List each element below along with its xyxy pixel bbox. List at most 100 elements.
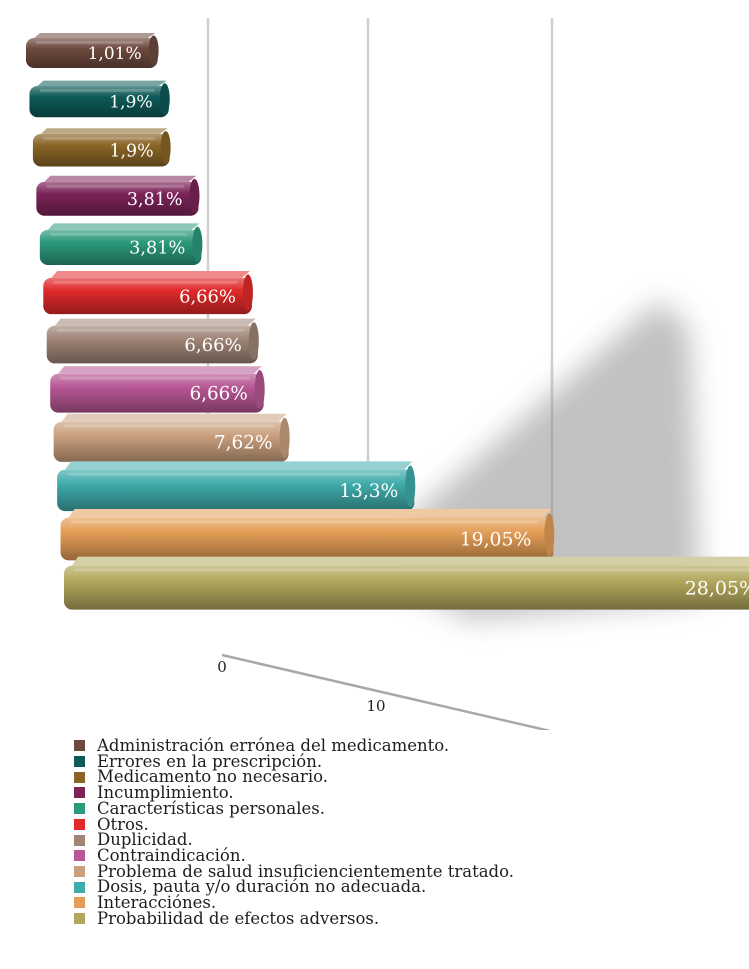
legend-label: Medicamento no necesario. [97, 767, 328, 787]
bar-value-label: 7,62% [214, 432, 273, 453]
legend-label: Administración errónea del medicamento. [97, 736, 450, 755]
bar-group: 3,81% [39, 223, 203, 265]
bar-top [44, 175, 197, 182]
bar-group: 28,05% [64, 556, 749, 610]
bar [60, 517, 554, 561]
bar-highlight [53, 280, 238, 284]
bar-top [40, 128, 168, 134]
bar-end [159, 83, 170, 115]
legend-item: Contraindicación. [74, 845, 634, 865]
legend-item: Incumplimiento. [74, 785, 634, 801]
legend-item: Características personales. [74, 798, 634, 818]
bar-top [61, 413, 287, 422]
bar-group: 1,9% [29, 80, 170, 118]
legend-swatch [74, 913, 85, 925]
bar-highlight [42, 136, 156, 140]
bar-end [192, 226, 203, 262]
bar-group: 1,01% [26, 33, 159, 68]
bar-end [248, 322, 259, 360]
bar-highlight [46, 184, 185, 188]
x-axis-line [221, 653, 552, 730]
bar-group: 7,62% [53, 413, 290, 462]
chart: 1,01% 1,9% 1,9% 3,81% 3,81% 6,66% 6,66% 6,66% 7,… [26, 18, 749, 730]
legend-item: Duplicidad. [74, 832, 634, 848]
legend-label: Contraindicación. [97, 845, 246, 865]
legend-item: Problema de salud insuficiencientemente … [74, 863, 634, 880]
x-tick-label: 0 [217, 658, 227, 676]
bar-value-label: 6,66% [190, 384, 248, 405]
legend-item: Otros. [74, 816, 634, 833]
bar [50, 373, 264, 413]
bar-value-label: 1,9% [109, 141, 153, 161]
bar-highlight [67, 472, 401, 476]
bar-highlight [70, 520, 540, 524]
bar-group: 1,9% [32, 128, 171, 167]
legend-swatch [74, 850, 85, 862]
legend-label: Duplicidad. [97, 830, 193, 850]
bar-end [405, 465, 416, 507]
bar-group: 6,66% [50, 366, 265, 413]
bar-value-label: 3,81% [127, 190, 183, 210]
bar-end [148, 35, 159, 66]
legend-swatch [74, 897, 85, 909]
bar-group: 6,66% [43, 271, 253, 315]
bar [36, 181, 199, 216]
legend-swatch [74, 881, 85, 893]
bar-group: 19,05% [60, 509, 555, 561]
bar [39, 229, 202, 265]
bar-highlight [39, 88, 155, 92]
bar-value-label: 19,05% [460, 530, 532, 551]
bar-highlight [49, 232, 188, 236]
bar-end [189, 178, 200, 213]
legend-swatch [74, 756, 85, 768]
legend-label: Interacciónes. [97, 893, 217, 913]
legend-item: Interacciónes. [74, 893, 634, 913]
bar [46, 325, 258, 364]
bar-top [37, 80, 167, 86]
bar-value-label: 28,05% [685, 577, 749, 599]
legend-item: Medicamento no necesario. [74, 769, 634, 785]
bar [64, 565, 749, 610]
bar-value-label: 1,9% [109, 93, 153, 113]
bar-top [72, 556, 749, 566]
legend: Administración errónea del medicamento. E… [74, 736, 634, 926]
bar [43, 277, 252, 315]
bar-highlight [56, 328, 244, 332]
bar-top [54, 318, 256, 326]
bar [32, 133, 170, 167]
bar-top [51, 271, 250, 278]
legend-item: Dosis, pauta y/o duración no adecuada. [74, 879, 634, 895]
bar-top [68, 509, 552, 518]
bar-end [544, 513, 555, 557]
bar-end [242, 274, 253, 311]
bar-end [254, 369, 265, 409]
bar-highlight [74, 568, 749, 572]
bar-value-label: 1,01% [88, 44, 142, 64]
bar-top [34, 33, 156, 38]
bar [57, 469, 415, 512]
legend-swatch [74, 865, 85, 877]
bar-value-label: 13,3% [339, 481, 398, 502]
bar-value-label: 6,66% [179, 286, 236, 307]
legend-label: Características personales. [97, 798, 325, 818]
legend-swatch [74, 787, 85, 799]
bar [26, 38, 158, 68]
legend-swatch [74, 803, 85, 815]
legend-swatch [74, 771, 85, 783]
bar-top [47, 223, 200, 230]
bar-value-label: 6,66% [184, 335, 241, 356]
bars: 1,01% 1,9% 1,9% 3,81% 3,81% 6,66% 6,66% 6,66% 7,… [26, 33, 749, 610]
legend-swatch [74, 818, 85, 830]
bar-end [160, 131, 171, 164]
bar-group: 6,66% [46, 318, 259, 364]
bar-top [65, 461, 413, 470]
legend-label: Incumplimiento. [97, 783, 234, 803]
bar-highlight [36, 41, 144, 44]
x-tick-label: 10 [366, 697, 385, 715]
bar-top [58, 366, 262, 374]
bar [53, 421, 289, 462]
legend-label: Errores en la prescripción. [97, 751, 323, 771]
legend-label: Dosis, pauta y/o duración no adecuada. [97, 877, 427, 897]
legend-swatch [74, 740, 85, 752]
legend-swatch [74, 834, 85, 846]
